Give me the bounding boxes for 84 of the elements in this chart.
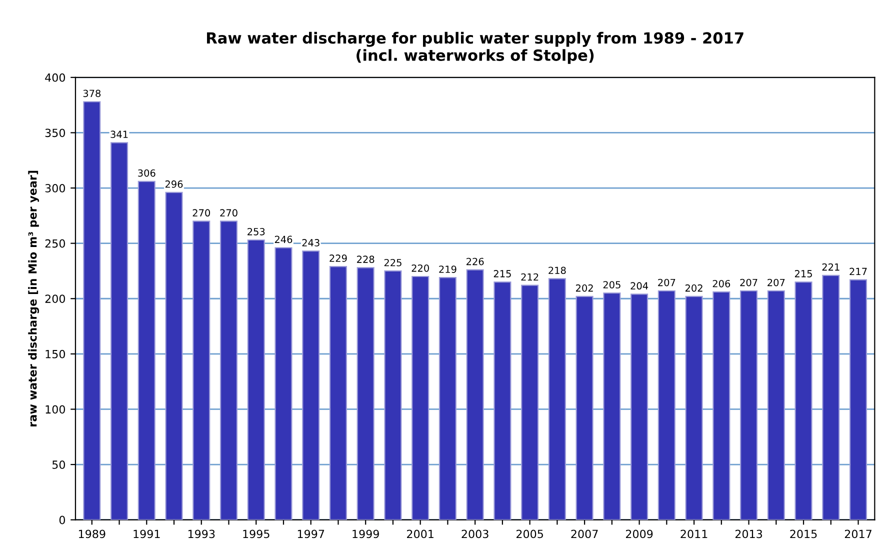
bar bbox=[384, 270, 402, 520]
data-label: 378 bbox=[83, 90, 101, 98]
bar bbox=[356, 267, 374, 520]
y-tick-label: 50 bbox=[52, 460, 66, 469]
y-tick-label: 200 bbox=[45, 294, 66, 303]
x-tick-label: 2013 bbox=[735, 530, 762, 538]
data-label: 341 bbox=[110, 130, 128, 138]
data-label: 220 bbox=[412, 264, 429, 272]
bar bbox=[438, 277, 456, 520]
y-tick-label: 350 bbox=[45, 128, 66, 138]
data-label: 212 bbox=[521, 273, 538, 281]
bar bbox=[740, 290, 758, 520]
x-tick-label: 2001 bbox=[407, 530, 434, 538]
bar bbox=[548, 278, 566, 520]
y-tick-label: 300 bbox=[45, 184, 66, 192]
bar bbox=[302, 250, 320, 520]
bar bbox=[658, 290, 676, 520]
data-label: 226 bbox=[466, 258, 484, 266]
bar bbox=[165, 192, 183, 520]
data-label: 306 bbox=[138, 169, 156, 177]
y-tick-label: 100 bbox=[46, 405, 66, 414]
bar bbox=[247, 239, 265, 520]
bar bbox=[412, 276, 430, 520]
y-tick-label: 250 bbox=[45, 239, 66, 248]
y-tick-label: 400 bbox=[45, 73, 66, 82]
bar bbox=[192, 220, 210, 520]
data-label: 206 bbox=[712, 280, 730, 288]
x-tick-label: 1989 bbox=[78, 530, 106, 538]
data-label: 296 bbox=[165, 180, 183, 188]
bar bbox=[521, 284, 539, 520]
x-tick-label: 2011 bbox=[680, 530, 708, 538]
bar bbox=[138, 180, 156, 520]
data-label: 215 bbox=[494, 270, 511, 278]
bar bbox=[110, 142, 128, 520]
data-label: 228 bbox=[357, 256, 374, 263]
bar bbox=[274, 247, 292, 520]
x-tick-label: 2009 bbox=[626, 530, 653, 538]
data-label: 243 bbox=[302, 239, 320, 246]
x-tick-label: 1995 bbox=[243, 530, 270, 538]
y-axis-title: raw water discharge [in Mio m³ per year] bbox=[28, 170, 39, 426]
bar bbox=[822, 274, 840, 520]
bar bbox=[83, 101, 101, 520]
data-label: 202 bbox=[576, 284, 593, 292]
bar bbox=[329, 266, 347, 520]
bar bbox=[794, 281, 812, 520]
x-tick-label: 2003 bbox=[462, 530, 488, 538]
bar bbox=[685, 296, 703, 520]
bar bbox=[767, 290, 785, 520]
x-tick-label: 1997 bbox=[298, 530, 324, 538]
x-tick-label: 2005 bbox=[516, 530, 543, 538]
x-tick-label: 2015 bbox=[790, 530, 817, 538]
x-tick-label: 2007 bbox=[571, 530, 598, 538]
data-label: 253 bbox=[248, 228, 265, 236]
bar bbox=[494, 281, 512, 520]
data-label: 205 bbox=[603, 281, 620, 288]
data-label: 219 bbox=[439, 266, 456, 273]
data-label: 218 bbox=[548, 266, 566, 274]
data-label: 204 bbox=[630, 282, 648, 290]
data-label: 217 bbox=[850, 268, 867, 276]
chart-title: Raw water discharge for public water supply from 1989 - 2017 (incl. waterworks of Stolpe) bbox=[207, 32, 744, 64]
data-label: 207 bbox=[658, 278, 676, 286]
bar bbox=[849, 279, 868, 520]
data-label: 246 bbox=[274, 236, 292, 244]
y-tick-label: 150 bbox=[46, 350, 66, 358]
y-tick-label: 0 bbox=[59, 516, 66, 524]
bar bbox=[576, 296, 594, 520]
data-label: 221 bbox=[822, 263, 840, 271]
x-tick-label: 1993 bbox=[188, 530, 215, 538]
bar bbox=[630, 294, 648, 520]
bar bbox=[466, 269, 484, 520]
data-label: 225 bbox=[384, 258, 402, 266]
bar bbox=[712, 291, 730, 520]
data-label: 270 bbox=[220, 209, 238, 217]
bar bbox=[603, 292, 621, 520]
data-label: 202 bbox=[685, 284, 702, 292]
data-label: 215 bbox=[794, 270, 812, 278]
x-tick-label: 1991 bbox=[134, 530, 160, 538]
data-label: 229 bbox=[330, 254, 347, 262]
data-label: 207 bbox=[768, 278, 785, 286]
data-label: 207 bbox=[740, 278, 758, 286]
x-tick-label: 1999 bbox=[352, 530, 379, 538]
data-label: 270 bbox=[192, 209, 210, 217]
x-tick-label: 2017 bbox=[844, 530, 872, 538]
bar bbox=[220, 220, 238, 520]
